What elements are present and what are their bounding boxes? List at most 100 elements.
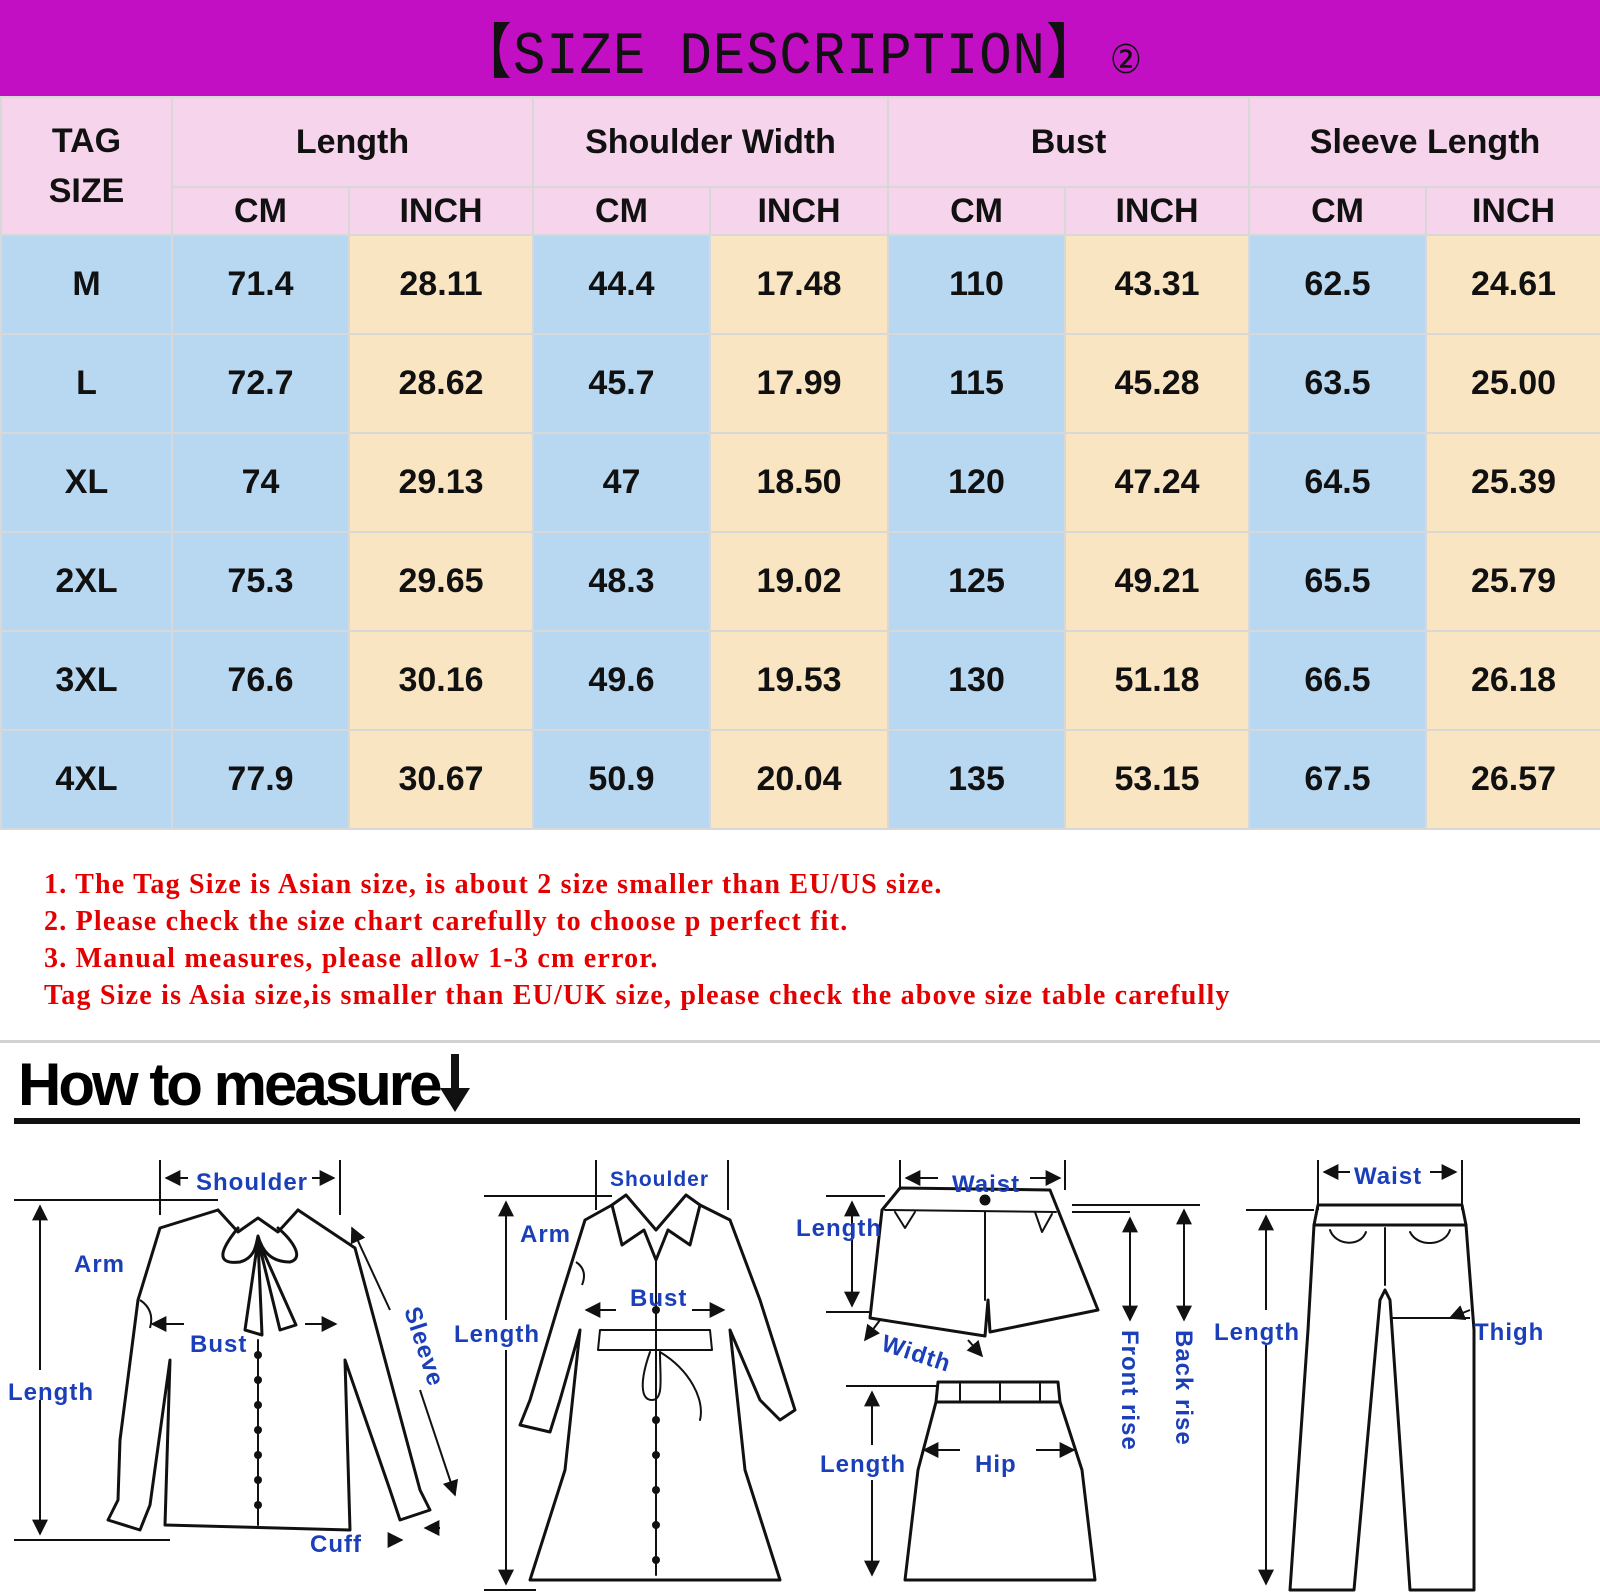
table-cell: 25.39 bbox=[1425, 432, 1600, 533]
tag-size-header: TAG SIZE bbox=[0, 96, 173, 236]
size-table: TAG SIZE Length Shoulder Width Bust Sleev… bbox=[0, 96, 1600, 830]
table-cell: 24.61 bbox=[1425, 234, 1600, 335]
unit-header: INCH bbox=[1425, 186, 1600, 236]
label-front-rise: Front rise bbox=[1116, 1330, 1143, 1451]
arrow-down-icon bbox=[440, 1054, 470, 1112]
notes: 1. The Tag Size is Asian size, is about … bbox=[44, 866, 1600, 1014]
label-back-rise: Back rise bbox=[1170, 1330, 1197, 1446]
size-cell: 2XL bbox=[0, 531, 173, 632]
unit-header: CM bbox=[171, 186, 350, 236]
table-cell: 49.6 bbox=[532, 630, 711, 731]
unit-header: CM bbox=[887, 186, 1067, 236]
banner-title: 【SIZE DESCRIPTION】 ② bbox=[457, 24, 1143, 92]
table-cell: 120 bbox=[887, 432, 1067, 533]
group-header-bust: Bust bbox=[887, 96, 1251, 188]
note-line: Tag Size is Asia size,is smaller than EU… bbox=[44, 980, 1231, 1011]
label-width: Width bbox=[878, 1330, 954, 1378]
shirt-diagram bbox=[106, 1208, 432, 1532]
table-cell: 76.6 bbox=[171, 630, 350, 731]
table-cell: 18.50 bbox=[708, 432, 890, 533]
size-cell: 3XL bbox=[0, 630, 173, 731]
table-cell: 53.15 bbox=[1064, 729, 1251, 830]
table-row: L 72.7 28.62 45.7 17.99 115 45.28 63.5 2… bbox=[0, 333, 1600, 434]
pants-diagram bbox=[1288, 1203, 1476, 1592]
table-cell: 29.65 bbox=[348, 531, 534, 632]
title-rule bbox=[14, 1118, 1580, 1124]
coat-measure-lines bbox=[484, 1160, 729, 1591]
table-row: 4XL 77.9 30.67 50.9 20.04 135 53.15 67.5… bbox=[0, 729, 1600, 830]
table-cell: 49.21 bbox=[1064, 531, 1251, 632]
table-cell: 44.4 bbox=[532, 234, 711, 335]
skirt-diagram bbox=[903, 1380, 1097, 1582]
unit-header: INCH bbox=[1064, 186, 1251, 236]
label-length: Length bbox=[1214, 1319, 1300, 1346]
table-cell: 48.3 bbox=[532, 531, 711, 632]
unit-header: CM bbox=[1248, 186, 1428, 236]
table-cell: 28.11 bbox=[348, 234, 534, 335]
label-length: Length bbox=[820, 1451, 906, 1478]
table-cell: 51.18 bbox=[1064, 630, 1251, 731]
table-cell: 45.28 bbox=[1064, 333, 1251, 434]
size-cell: L bbox=[0, 333, 173, 434]
table-cell: 67.5 bbox=[1248, 729, 1428, 830]
table-cell: 75.3 bbox=[171, 531, 350, 632]
table-cell: 19.02 bbox=[708, 531, 890, 632]
table-cell: 65.5 bbox=[1248, 531, 1428, 632]
divider bbox=[0, 1040, 1600, 1043]
note-line: 1. The Tag Size is Asian size, is about … bbox=[44, 869, 943, 900]
label-length: Length bbox=[454, 1321, 540, 1348]
shorts-diagram bbox=[868, 1186, 1100, 1338]
group-header-length: Length bbox=[171, 96, 534, 188]
table-cell: 50.9 bbox=[532, 729, 711, 830]
table-cell: 43.31 bbox=[1064, 234, 1251, 335]
note-line: 3. Manual measures, please allow 1-3 cm … bbox=[44, 943, 659, 974]
table-cell: 30.67 bbox=[348, 729, 534, 830]
label-arm: Arm bbox=[74, 1251, 125, 1278]
table-cell: 72.7 bbox=[171, 333, 350, 434]
table-cell: 25.79 bbox=[1425, 531, 1600, 632]
label-hip: Hip bbox=[975, 1451, 1017, 1478]
table-cell: 29.13 bbox=[348, 432, 534, 533]
table-cell: 125 bbox=[887, 531, 1067, 632]
table-cell: 47.24 bbox=[1064, 432, 1251, 533]
label-shoulder: Shoulder bbox=[610, 1168, 709, 1191]
table-cell: 110 bbox=[887, 234, 1067, 335]
label-length: Length bbox=[796, 1215, 882, 1242]
table-cell: 26.57 bbox=[1425, 729, 1600, 830]
table-cell: 19.53 bbox=[708, 630, 890, 731]
table-row: 3XL 76.6 30.16 49.6 19.53 130 51.18 66.5… bbox=[0, 630, 1600, 731]
label-waist: Waist bbox=[1354, 1163, 1422, 1190]
unit-header: INCH bbox=[708, 186, 890, 236]
shorts-measure-lines bbox=[826, 1160, 1200, 1358]
table-cell: 74 bbox=[171, 432, 350, 533]
note-line: 2. Please check the size chart carefully… bbox=[44, 906, 849, 937]
table-cell: 20.04 bbox=[708, 729, 890, 830]
table-cell: 77.9 bbox=[171, 729, 350, 830]
label-bust: Bust bbox=[630, 1285, 687, 1312]
label-waist: Waist bbox=[952, 1171, 1020, 1198]
label-length: Length bbox=[8, 1379, 94, 1406]
table-row: 2XL 75.3 29.65 48.3 19.02 125 49.21 65.5… bbox=[0, 531, 1600, 632]
unit-header: INCH bbox=[348, 186, 534, 236]
table-cell: 17.99 bbox=[708, 333, 890, 434]
group-header-shoulder-width: Shoulder Width bbox=[531, 96, 890, 188]
label-arm: Arm bbox=[520, 1221, 571, 1248]
table-cell: 62.5 bbox=[1248, 234, 1428, 335]
how-to-measure-title: How to measure bbox=[18, 1051, 442, 1118]
shirt-buttons bbox=[254, 1351, 262, 1509]
table-cell: 25.00 bbox=[1425, 333, 1600, 434]
table-cell: 66.5 bbox=[1248, 630, 1428, 731]
size-cell: XL bbox=[0, 432, 173, 533]
table-cell: 64.5 bbox=[1248, 432, 1428, 533]
circled-two: ② bbox=[1109, 37, 1143, 83]
label-bust: Bust bbox=[190, 1331, 247, 1358]
table-row: M 71.4 28.11 44.4 17.48 110 43.31 62.5 2… bbox=[0, 234, 1600, 335]
label-thigh: Thigh bbox=[1474, 1319, 1544, 1346]
table-cell: 47 bbox=[532, 432, 711, 533]
table-cell: 30.16 bbox=[348, 630, 534, 731]
banner: 【SIZE DESCRIPTION】 ② bbox=[0, 0, 1600, 96]
table-cell: 115 bbox=[887, 333, 1067, 434]
table-cell: 28.62 bbox=[348, 333, 534, 434]
table-cell: 17.48 bbox=[708, 234, 890, 335]
